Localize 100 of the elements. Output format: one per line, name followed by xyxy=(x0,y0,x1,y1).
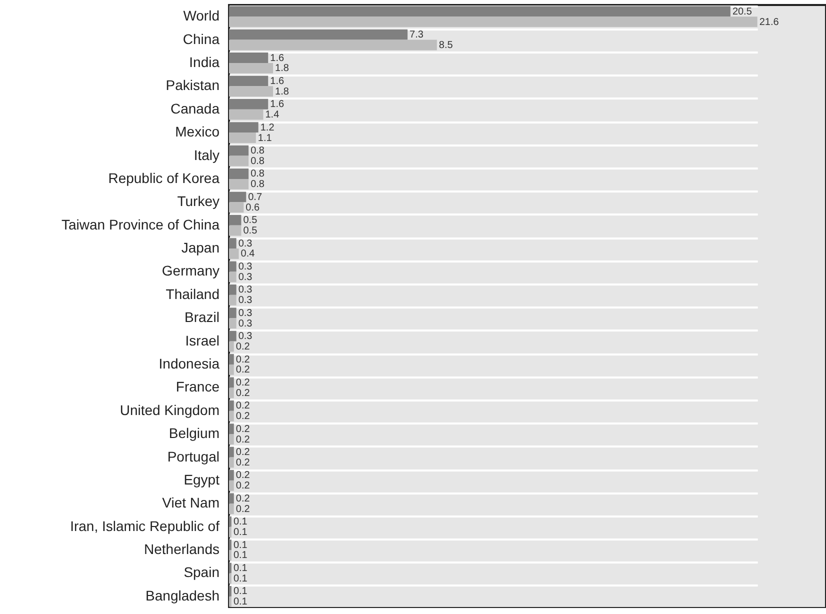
data-label: 0.8 xyxy=(250,156,265,167)
y-tick-label: Spain xyxy=(184,564,220,580)
data-label: 0.2 xyxy=(236,424,250,435)
data-label: 0.3 xyxy=(238,308,253,319)
bar xyxy=(229,76,268,86)
bar xyxy=(229,364,234,375)
bar xyxy=(229,178,249,190)
bar xyxy=(229,318,236,329)
bar xyxy=(229,29,408,40)
y-tick-label: Israel xyxy=(185,332,220,348)
data-label: 0.8 xyxy=(250,146,265,157)
data-label: 0.2 xyxy=(236,400,250,412)
data-label: 0.1 xyxy=(233,586,248,598)
data-label: 8.5 xyxy=(438,40,454,52)
y-tick-label: Bangladesh xyxy=(146,587,220,604)
y-tick-label: Thailand xyxy=(166,286,220,302)
bar xyxy=(229,248,239,259)
data-label: 21.6 xyxy=(759,16,780,28)
data-label: 0.8 xyxy=(250,168,265,180)
y-tick-label: Italy xyxy=(194,146,220,163)
bar xyxy=(229,6,730,17)
data-label: 1.8 xyxy=(275,63,290,74)
data-label: 0.2 xyxy=(236,457,250,468)
bar xyxy=(229,470,234,480)
data-label: 0.2 xyxy=(236,411,250,422)
data-label: 0.3 xyxy=(238,272,253,283)
y-tick-label: Iran, Islamic Republic of xyxy=(70,518,220,534)
data-label: 7.3 xyxy=(410,30,424,41)
bar xyxy=(229,16,758,28)
data-label: 0.1 xyxy=(233,573,248,584)
data-label: 0.2 xyxy=(236,447,250,458)
data-label: 0.2 xyxy=(236,434,250,446)
data-label: 0.2 xyxy=(236,364,250,376)
y-tick-label: Taiwan Province of China xyxy=(62,216,220,232)
y-tick-label: China xyxy=(182,30,220,47)
data-label: 0.5 xyxy=(243,226,258,237)
data-label: 1.4 xyxy=(265,110,280,121)
bar xyxy=(229,493,234,504)
bar xyxy=(229,504,234,514)
data-label: 0.3 xyxy=(238,318,253,330)
y-tick-label: Canada xyxy=(170,100,220,116)
data-label: 0.5 xyxy=(243,215,258,226)
data-label: 0.4 xyxy=(240,248,256,260)
bar xyxy=(229,330,236,342)
data-label: 0.3 xyxy=(238,295,253,306)
bar xyxy=(229,145,249,156)
y-tick-label: Brazil xyxy=(184,309,220,326)
bar xyxy=(229,424,234,434)
bar xyxy=(229,192,246,202)
data-label: 0.7 xyxy=(248,192,262,203)
data-label: 0.2 xyxy=(236,354,250,366)
data-label: 0.1 xyxy=(233,550,248,562)
data-label: 0.3 xyxy=(238,284,253,296)
y-tick-label: United Kingdom xyxy=(120,402,220,418)
bar xyxy=(229,457,234,468)
data-label: 0.2 xyxy=(236,493,250,504)
data-label: 0.1 xyxy=(233,562,248,574)
bar xyxy=(229,388,234,398)
data-label: 1.6 xyxy=(270,99,284,110)
bar xyxy=(229,377,234,388)
data-label: 0.2 xyxy=(236,470,250,482)
y-tick-label: Pakistan xyxy=(166,77,220,94)
bar xyxy=(229,272,236,282)
bar xyxy=(229,410,234,422)
bar xyxy=(229,354,234,364)
y-tick-label: Indonesia xyxy=(158,355,220,372)
bar xyxy=(229,109,264,120)
bar xyxy=(229,156,249,166)
data-label: 0.2 xyxy=(236,342,250,353)
data-label: 0.3 xyxy=(238,238,253,250)
bar xyxy=(229,52,268,63)
bar xyxy=(229,261,236,272)
bar xyxy=(229,434,234,444)
bar xyxy=(229,225,242,236)
bar xyxy=(229,480,234,491)
data-label: 0.1 xyxy=(233,540,248,551)
data-label: 0.2 xyxy=(236,377,250,388)
data-label: 20.5 xyxy=(732,6,752,18)
bar xyxy=(229,98,268,110)
bar xyxy=(229,40,437,50)
y-tick-label: Egypt xyxy=(184,471,220,488)
data-label: 1.1 xyxy=(258,132,272,144)
y-tick-label: India xyxy=(189,54,220,70)
y-tick-label: Viet Nam xyxy=(162,494,220,511)
data-label: 0.1 xyxy=(233,527,248,538)
data-label: 1.6 xyxy=(270,76,284,87)
data-label: 1.8 xyxy=(275,86,290,98)
y-tick-label: Turkey xyxy=(177,193,220,210)
y-tick-label: Portugal xyxy=(167,448,220,464)
y-tick-label: France xyxy=(176,378,220,395)
y-tick-label: Republic of Korea xyxy=(108,170,220,186)
bar xyxy=(229,284,236,295)
bar xyxy=(229,132,256,143)
data-label: 1.2 xyxy=(260,122,275,134)
bar xyxy=(229,238,236,249)
bar xyxy=(229,400,234,411)
data-label: 0.3 xyxy=(238,261,253,272)
bar xyxy=(229,86,274,97)
data-label: 0.2 xyxy=(236,504,250,515)
y-tick-label: Germany xyxy=(162,262,220,279)
